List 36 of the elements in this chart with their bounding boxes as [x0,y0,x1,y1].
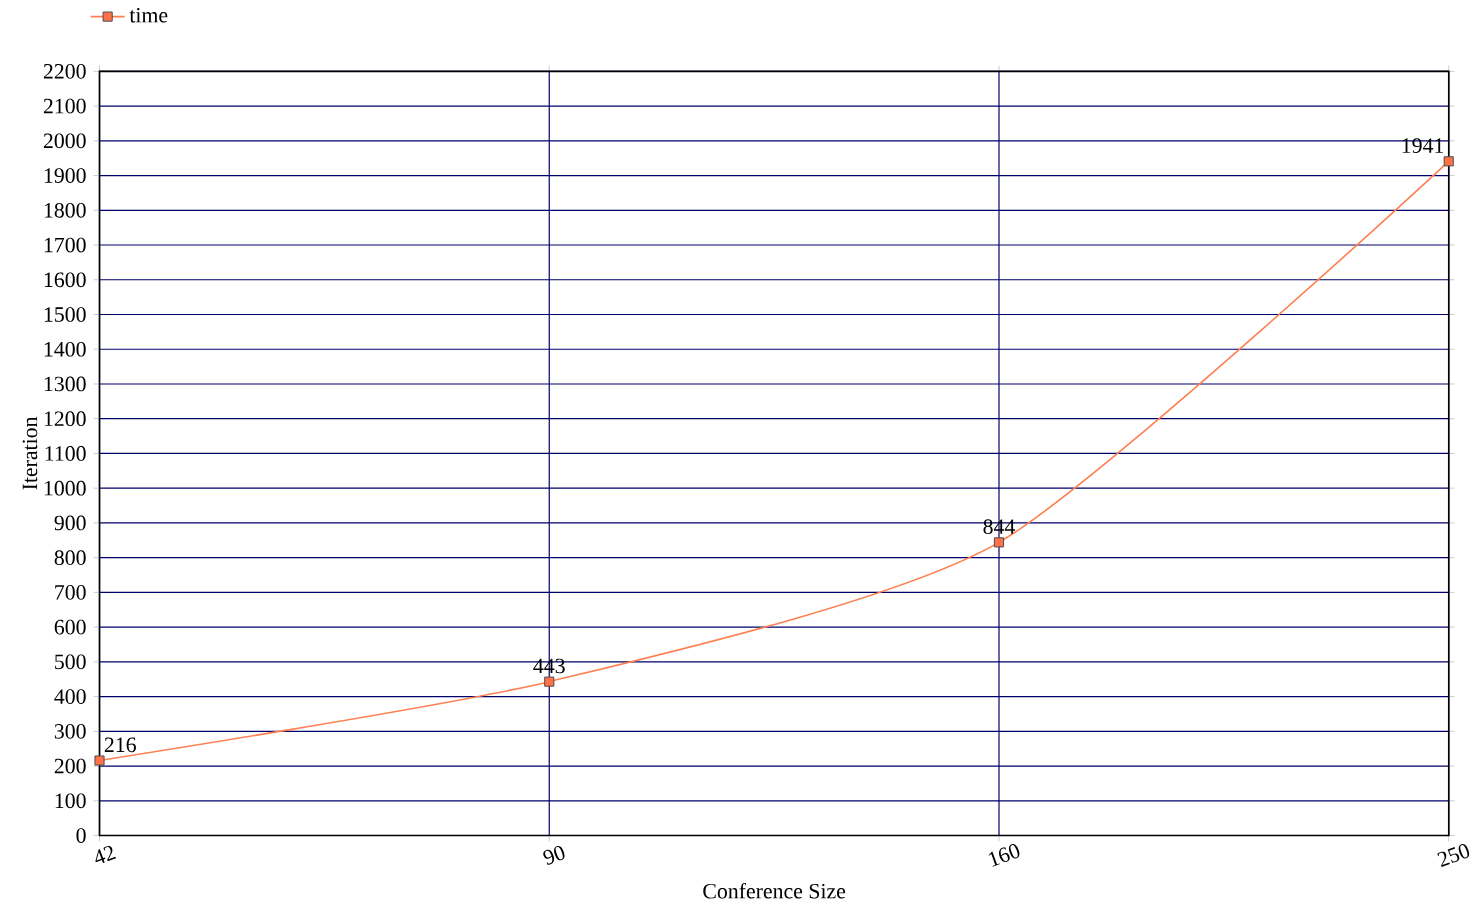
y-tick-label: 1200 [44,411,86,426]
point [544,676,555,687]
y-tick-label: 1900 [44,168,86,183]
y-tick-label: 1500 [44,307,86,322]
y-tick-label: 2100 [43,98,86,114]
data-label: 216 [104,737,136,753]
y-tick-label: 1800 [44,202,86,218]
point [1443,156,1454,167]
y-tick-label: 1400 [44,341,86,357]
x-tick-label: 160 [988,844,1020,867]
y-tick-label: 600 [54,619,86,635]
y-tick-label: 100 [55,793,86,809]
x-tick-label: 42 [95,845,116,863]
y-tick-label: 1100 [45,446,86,461]
x-tick-label: 90 [543,845,565,865]
point [993,537,1005,548]
y-tick-label: 400 [54,689,86,704]
y-tick-label: 300 [54,723,86,739]
y-axis-title: Iteration [22,416,38,490]
y-tick-label: 1700 [44,237,86,253]
y-tick-label: 900 [54,515,86,531]
y-tick-label: 500 [55,654,86,670]
legend-label: time [129,7,168,23]
x-axis-title: Conference Size [703,882,846,899]
y-tick-label: 1600 [44,272,86,288]
y-tick-label: 200 [54,758,86,774]
y-tick-label: 800 [54,550,86,565]
data-label: 1941 [1402,138,1444,153]
y-tick-label: 0 [76,828,86,843]
y-tick-label: 2200 [43,63,86,79]
point [94,755,105,766]
y-tick-label: 700 [55,584,86,600]
y-tick-label: 1300 [44,376,86,392]
y-tick-label: 2000 [43,133,86,149]
y-tick-label: 1000 [44,480,86,496]
x-tick-label: 250 [1437,844,1470,867]
